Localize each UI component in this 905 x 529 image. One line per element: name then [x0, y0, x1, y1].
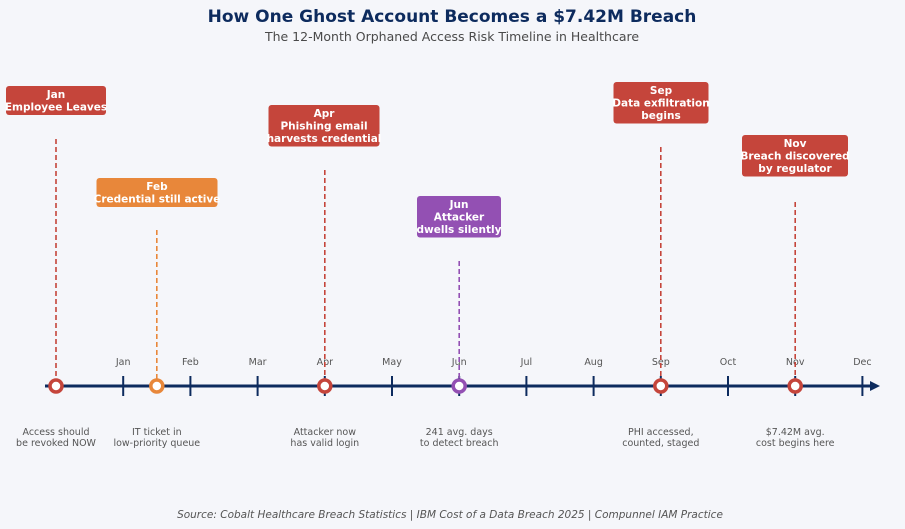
event-note-line: Attacker now	[294, 427, 357, 438]
event-label-box	[417, 196, 501, 238]
event-label-box	[613, 82, 709, 124]
event-label-line: Nov	[784, 138, 807, 150]
month-label: Aug	[584, 357, 603, 368]
month-label: May	[382, 357, 402, 368]
event-marker	[787, 378, 803, 394]
event-note-line: to detect breach	[420, 438, 499, 449]
event-label-line: Data exfiltration	[612, 98, 709, 110]
event-label-box	[96, 178, 218, 207]
event-label-line: Credential still active	[94, 194, 221, 206]
event-label-box	[742, 135, 848, 177]
event-label-line: Breach discovered	[740, 151, 849, 163]
event-note-line: has valid login	[290, 438, 359, 449]
event-marker	[149, 378, 165, 394]
event-note-line: low-priority queue	[113, 438, 200, 449]
event-note-line: be revoked NOW	[16, 438, 97, 449]
month-label: Jan	[115, 357, 131, 368]
event-label-line: begins	[641, 110, 680, 122]
event-label-box	[6, 86, 106, 115]
subtitle: The 12-Month Orphaned Access Risk Timeli…	[264, 29, 639, 44]
event-label-line: Jun	[449, 199, 469, 211]
month-label: Jun	[451, 357, 467, 368]
event-label-line: Sep	[650, 85, 673, 97]
axis-arrow-icon	[870, 381, 880, 391]
event-marker	[317, 378, 333, 394]
event-label-line: Apr	[314, 108, 336, 120]
event-label-line: Attacker	[434, 212, 485, 224]
event-label-line: Jan	[46, 89, 65, 101]
event-note-line: IT ticket in	[132, 427, 182, 438]
source-note: Source: Cobalt Healthcare Breach Statist…	[177, 509, 723, 521]
event-label-line: harvests credential	[267, 133, 382, 145]
month-label: Oct	[720, 357, 737, 368]
event-label-line: Phishing email	[280, 121, 367, 133]
event-note-line: $7.42M avg.	[766, 427, 825, 438]
event-label-line: Employee Leaves	[5, 102, 107, 114]
event-label-line: dwells silently	[417, 224, 502, 236]
event-label-line: Feb	[146, 181, 168, 193]
month-label: Jul	[520, 357, 532, 368]
event-marker	[451, 378, 467, 394]
event-note-line: Access should	[22, 427, 89, 438]
event-note-line: counted, staged	[622, 438, 699, 449]
month-label: Sep	[652, 357, 670, 368]
event-note-line: 241 avg. days	[426, 427, 493, 438]
event-label-line: by regulator	[758, 163, 832, 175]
title: How One Ghost Account Becomes a $7.42M B…	[208, 7, 697, 27]
month-label: Feb	[182, 357, 199, 368]
event-marker	[653, 378, 669, 394]
month-label: Mar	[249, 357, 267, 368]
event-label-box	[268, 105, 380, 147]
event-marker	[48, 378, 64, 394]
event-note-line: cost begins here	[756, 438, 835, 449]
event-note-line: PHI accessed,	[628, 427, 694, 438]
month-label: Dec	[853, 357, 871, 368]
